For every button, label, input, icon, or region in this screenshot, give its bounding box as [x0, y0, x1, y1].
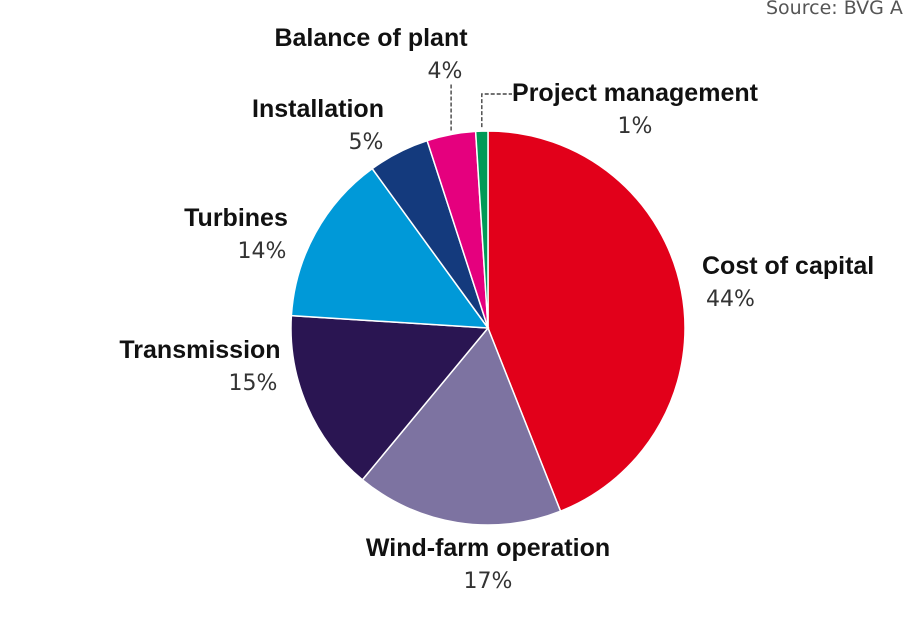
slice-label-cost-of-capital: Cost of capital [702, 252, 874, 280]
slice-label-installation: Installation [252, 95, 384, 123]
slice-label-turbines: Turbines [184, 204, 288, 232]
slice-value-turbines: 14% [238, 239, 287, 264]
slice-value-project-management: 1% [618, 114, 653, 139]
pie-slice-wind-farm-operation [361, 326, 562, 526]
slice-value-balance-of-plant: 4% [428, 59, 463, 84]
slice-value-cost-of-capital: 44% [706, 287, 755, 312]
pie-slice-turbines [290, 167, 490, 329]
slice-label-balance-of-plant: Balance of plant [274, 24, 468, 52]
source-note: Source: BVG A [766, 0, 903, 19]
pie-slice-cost-of-capital [487, 130, 686, 513]
slice-label-wind-farm-operation: Wind-farm operation [366, 534, 610, 562]
pie-slices [290, 130, 686, 526]
slice-label-transmission: Transmission [119, 336, 280, 364]
pie-slice-transmission [290, 314, 490, 481]
pie-slice-project-management [474, 130, 489, 329]
leader-project-management [481, 93, 512, 128]
slice-labels: Cost of capital 44% Wind-farm operation 17%… [119, 24, 874, 594]
slice-label-project-management: Project management [512, 79, 759, 107]
slice-value-transmission: 15% [229, 371, 278, 396]
slice-value-installation: 5% [349, 130, 384, 155]
leader-lines [450, 84, 512, 131]
slice-value-wind-farm-operation: 17% [464, 569, 513, 594]
